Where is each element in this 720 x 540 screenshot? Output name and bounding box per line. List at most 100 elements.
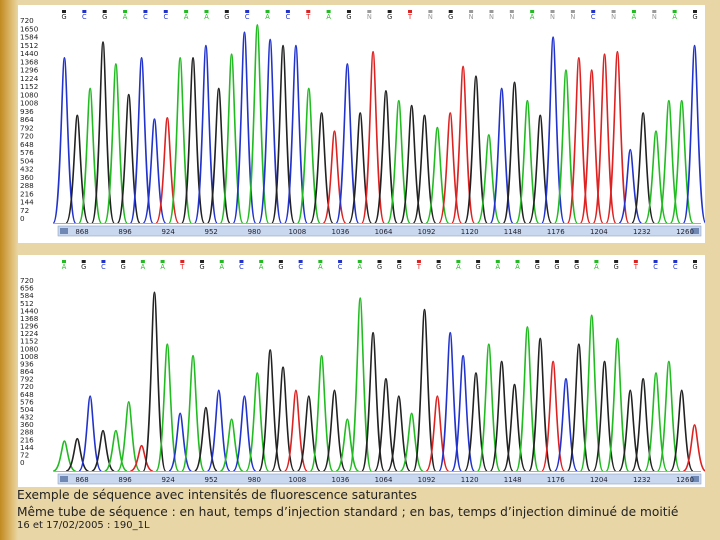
- base-call-label: N: [489, 13, 494, 21]
- base-call-label: C: [82, 13, 87, 21]
- base-mark: [82, 10, 87, 13]
- y-tick-label: 1368: [20, 314, 39, 323]
- base-mark: [160, 260, 165, 263]
- y-tick-label: 648: [20, 390, 34, 399]
- peak-trace: [656, 360, 681, 472]
- base-mark: [495, 260, 500, 263]
- base-mark: [456, 260, 461, 263]
- peak-trace: [631, 112, 656, 224]
- y-tick-label: 1152: [20, 82, 38, 91]
- base-mark: [204, 10, 209, 13]
- base-mark: [81, 260, 86, 263]
- base-mark: [652, 10, 657, 13]
- base-mark: [184, 10, 189, 13]
- peak-trace: [412, 308, 437, 472]
- x-tick-label: 1176: [547, 476, 565, 484]
- y-tick-label: 360: [20, 173, 34, 182]
- base-call-label: G: [448, 13, 453, 21]
- y-tick-label: 1224: [20, 74, 39, 83]
- x-tick-label: 980: [248, 476, 261, 484]
- base-mark: [611, 10, 616, 13]
- scroll-left-arrow: [60, 476, 68, 482]
- base-call-label: A: [594, 263, 599, 271]
- base-call-label: G: [535, 263, 540, 271]
- x-tick-label: 1120: [461, 476, 479, 484]
- base-mark: [318, 260, 323, 263]
- x-tick-label: 1260: [676, 476, 694, 484]
- y-tick-label: 720: [20, 16, 34, 25]
- peak-trace: [682, 44, 705, 224]
- peak-trace: [348, 297, 373, 472]
- base-mark: [633, 260, 638, 263]
- x-tick-label: 1008: [288, 228, 306, 236]
- base-call-label: A: [358, 263, 363, 271]
- base-call-label: A: [160, 263, 165, 271]
- y-tick-label: 792: [20, 123, 34, 132]
- base-call-label: A: [326, 13, 331, 21]
- base-call-label: G: [692, 13, 697, 21]
- peak-trace: [656, 99, 681, 224]
- y-tick-label: 1224: [20, 329, 39, 338]
- base-call-label: G: [692, 263, 697, 271]
- base-call-label: G: [81, 263, 86, 271]
- peak-trace: [463, 75, 488, 224]
- base-call-label: A: [456, 263, 461, 271]
- y-tick-label: 216: [20, 189, 34, 198]
- base-mark: [574, 260, 579, 263]
- base-call-label: A: [62, 263, 67, 271]
- y-tick-label: 432: [20, 165, 34, 174]
- base-mark: [224, 10, 229, 13]
- x-tick-label: 924: [161, 228, 175, 236]
- base-mark: [140, 260, 145, 263]
- base-call-label: N: [509, 13, 514, 21]
- peak-trace: [142, 291, 167, 472]
- y-tick-label: 72: [20, 206, 29, 215]
- base-call-label: N: [611, 13, 616, 21]
- base-mark: [408, 10, 413, 13]
- y-tick-label: 720: [20, 132, 34, 141]
- x-tick-label: 896: [118, 476, 132, 484]
- base-call-label: A: [184, 13, 189, 21]
- peak-trace: [181, 57, 206, 224]
- peak-trace: [399, 412, 424, 472]
- base-call-label: T: [416, 263, 422, 271]
- y-tick-label: 720: [20, 382, 34, 391]
- base-call-label: A: [515, 263, 520, 271]
- base-call-label: C: [163, 13, 168, 21]
- x-tick-label: 868: [75, 476, 88, 484]
- base-mark: [239, 260, 244, 263]
- x-tick-label: 1176: [547, 228, 565, 236]
- peak-trace: [412, 114, 437, 224]
- base-mark: [123, 10, 128, 13]
- base-mark: [346, 10, 351, 13]
- base-mark: [367, 10, 372, 13]
- base-mark: [121, 260, 126, 263]
- base-mark: [509, 10, 514, 13]
- y-tick-label: 1008: [20, 99, 39, 108]
- base-call-label: G: [224, 13, 229, 21]
- peak-trace: [335, 63, 360, 224]
- base-mark: [180, 260, 185, 263]
- peak-trace: [399, 104, 424, 224]
- base-mark: [219, 260, 224, 263]
- base-mark: [101, 260, 106, 263]
- peak-trace: [541, 360, 566, 472]
- y-tick-label: 1650: [20, 24, 39, 33]
- y-tick-label: 1440: [20, 49, 39, 58]
- peak-trace: [91, 41, 115, 224]
- base-call-label: C: [245, 13, 250, 21]
- peak-trace: [605, 337, 630, 472]
- peak-trace: [335, 418, 360, 472]
- y-tick-label: 1080: [20, 344, 39, 353]
- scroll-right-arrow: [691, 476, 699, 482]
- peak-trace: [566, 57, 591, 224]
- peak-trace: [271, 366, 296, 472]
- peak-trace: [515, 326, 540, 472]
- bottom-chromatogram-panel: A G C G A A T G A C A G C A C A G G T G A G A A G G G A G T C C G 720 656 5…: [18, 255, 705, 487]
- base-mark: [591, 10, 596, 13]
- peak-trace: [168, 57, 193, 224]
- peak-trace: [579, 314, 604, 472]
- base-mark: [631, 10, 636, 13]
- base-call-label: A: [123, 13, 128, 21]
- y-tick-label: 936: [20, 359, 34, 368]
